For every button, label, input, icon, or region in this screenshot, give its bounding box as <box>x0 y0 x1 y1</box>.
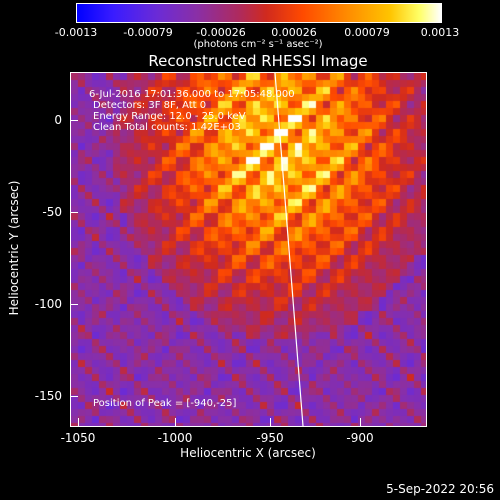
x-tick-label: -950 <box>256 431 284 445</box>
x-tick-label: -1000 <box>157 431 193 445</box>
colorbar-units: (photons cm⁻² s⁻¹ asec⁻²) <box>193 39 323 50</box>
time-range-text: 6-Jul-2016 17:01:36.000 to 17:05:48.000 <box>89 89 295 100</box>
x-tick-label: -1050 <box>60 431 96 445</box>
solar-limb-line <box>274 73 304 426</box>
y-tick-label: -100 <box>34 297 62 311</box>
y-tick-label: -50 <box>42 205 62 219</box>
x-tick-label: -900 <box>346 431 374 445</box>
render-timestamp: 5-Sep-2022 20:56 <box>386 482 494 496</box>
peak-position-text: Position of Peak = [-940,-25] <box>93 398 237 409</box>
colorbar-tick: -0.00079 <box>123 26 173 39</box>
colorbar-tick: 0.0013 <box>420 26 460 39</box>
colorbar-tick: -0.00026 <box>196 26 246 39</box>
reconstructed-image <box>71 73 426 426</box>
colorbar-tick: 0.00079 <box>344 26 390 39</box>
plot-title: Reconstructed RHESSI Image <box>148 52 368 70</box>
limb-overlay <box>274 73 304 426</box>
detectors-text: Detectors: 3F 8F, Att 0 <box>93 100 207 111</box>
energy-range-text: Energy Range: 12.0 - 25.0 keV <box>93 111 246 122</box>
x-axis-label: Heliocentric X (arcsec) <box>180 446 316 460</box>
colorbar <box>76 3 442 23</box>
clean-counts-text: Clean Total counts: 1.42E+03 <box>93 122 241 133</box>
y-tick-label: 0 <box>54 113 62 127</box>
colorbar-tick: -0.0013 <box>54 26 98 39</box>
y-tick-label: -150 <box>34 389 62 403</box>
y-axis-label: Heliocentric Y (arcsec) <box>7 180 21 316</box>
colorbar-tick: 0.00026 <box>271 26 317 39</box>
image-panel: 6-Jul-2016 17:01:36.000 to 17:05:48.000 … <box>70 72 427 427</box>
